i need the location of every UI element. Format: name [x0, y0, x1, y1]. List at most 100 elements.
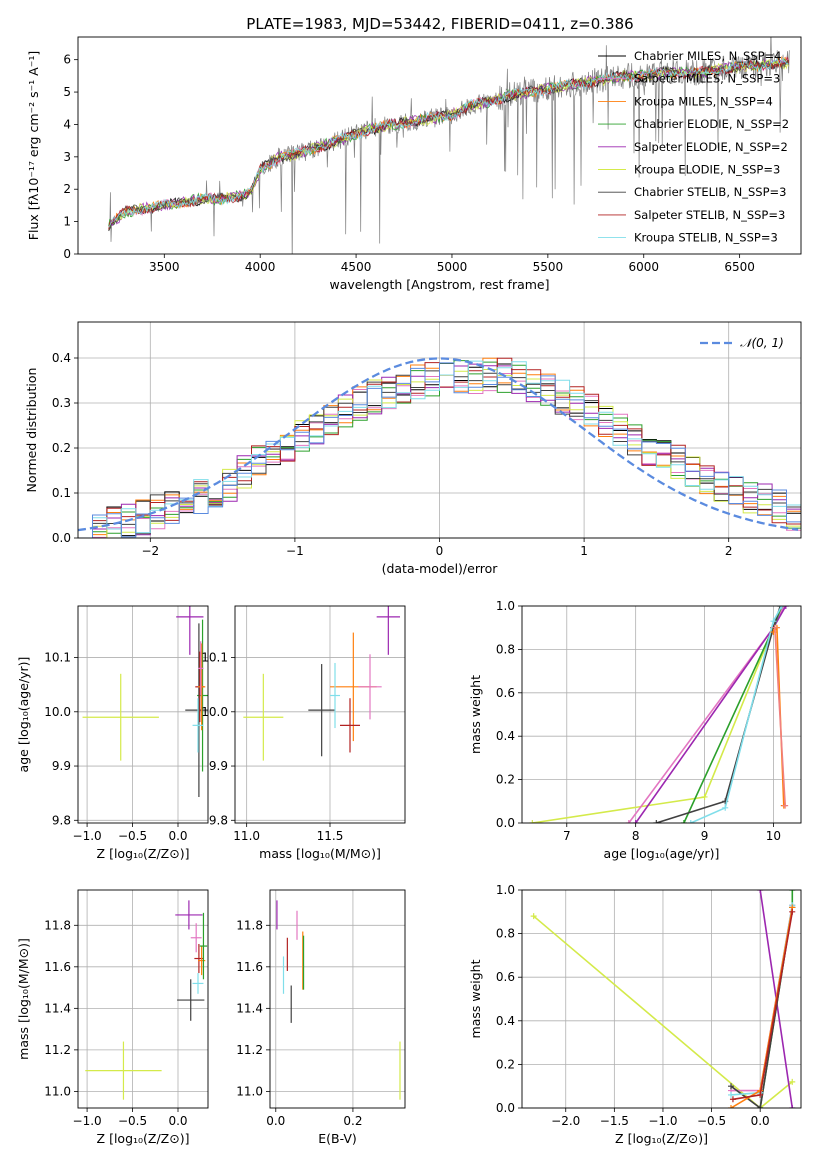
- x-tick-label: 6500: [724, 260, 755, 274]
- plot-cumulative-mass-weight-age: 7 8 9 10 0.0 0.2 0.4 0.6 0.8 1.0 age [log₁₀(age/yr…: [468, 599, 802, 861]
- y-tick-label: 10.1: [44, 651, 71, 665]
- series-marker-0-1: [701, 793, 708, 800]
- model-line-8: [108, 57, 789, 228]
- x-axis-label: wavelength [Angstrom, rest frame]: [329, 277, 549, 292]
- y-tick-label: 9.8: [52, 813, 71, 827]
- x-tick-label: 0.0: [266, 1114, 285, 1128]
- point-5: [198, 643, 206, 731]
- series-line-5: [690, 606, 783, 823]
- y-tick-label: 11.0: [44, 1084, 71, 1098]
- axes-frame: [77, 605, 209, 824]
- series-marker-5-1: [722, 804, 729, 811]
- point-0: [82, 673, 159, 761]
- series-marker-0-0: [530, 913, 537, 920]
- plot-age-vs-Z: −1.0 −0.5 0.0 9.8 9.9 10.0 10.1 Z [log₁₀(Z/Z⊙)]…: [16, 605, 209, 861]
- y-tick-label: 9.8: [209, 813, 228, 827]
- x-tick-label: 6000: [628, 260, 659, 274]
- series-marker-2-2: [782, 606, 789, 609]
- axes-frame: [234, 605, 406, 824]
- x-tick-label: −1.0: [73, 1114, 102, 1128]
- series-marker-7-0: [771, 624, 778, 631]
- series-marker-3-0: [680, 820, 687, 823]
- x-tick-label: −1.5: [600, 1114, 629, 1128]
- y-tick-label: 0.0: [496, 816, 515, 830]
- x-tick-label: 0.2: [343, 1114, 362, 1128]
- x-tick-label: −1.0: [73, 829, 102, 843]
- x-tick-label: 5500: [533, 260, 564, 274]
- x-tick-label: 0.0: [168, 829, 187, 843]
- series-marker-7-1: [782, 802, 789, 809]
- series-marker-1-0: [625, 820, 632, 823]
- point-0: [85, 1041, 162, 1100]
- point-1: [176, 606, 204, 655]
- x-tick-label: 11.0: [233, 829, 260, 843]
- series-marker-7-1: [757, 1091, 764, 1098]
- plot-residual-distribution: −2 −1 0 1 2 0.0 0.1 0.2 0.3 0.4 (data-model)/error…: [24, 321, 802, 576]
- y-tick-label: 6: [63, 53, 71, 67]
- y-tick-label: 9.9: [52, 759, 71, 773]
- x-tick-label: 11.5: [317, 829, 344, 843]
- series-marker-5-0: [687, 820, 694, 823]
- x-tick-label: 4000: [245, 260, 276, 274]
- figure-title: PLATE=1983, MJD=53442, FIBERID=0411, z=0…: [246, 15, 633, 33]
- y-axis-label: mass [log₁₀(M/M⊙)]: [16, 938, 31, 1060]
- y-tick-label: 5: [63, 85, 71, 99]
- x-tick-label: 8: [632, 829, 640, 843]
- y-tick-label: 0.4: [52, 351, 71, 365]
- series-marker-5-3: [778, 606, 785, 609]
- plot-area: [276, 900, 401, 1100]
- point-5: [340, 698, 360, 753]
- y-tick-label: 0.3: [52, 396, 71, 410]
- y-tick-label: 0.8: [496, 927, 515, 941]
- legend-label-6: Chabrier STELIB, N_SSP=3: [634, 185, 786, 199]
- plots-layer: 3500 4000 4500 5000 5500 6000 6500 0 1 2 3 4 5 6 wavel…: [16, 36, 802, 1146]
- axes-frame: [521, 889, 802, 1109]
- x-tick-label: −2: [141, 544, 159, 558]
- plot-area: [108, 37, 790, 254]
- plot-mass-vs-EBV: 0.0 0.2 11.0 11.2 11.4 11.6 11.8 E(B-V): [236, 889, 406, 1146]
- x-tick-label: −1: [286, 544, 304, 558]
- y-tick-label: 11.8: [236, 918, 263, 932]
- x-axis-label: Z [log₁₀(Z/Z⊙)]: [615, 1131, 708, 1146]
- legend-label-2: Kroupa MILES, N_SSP=4: [634, 94, 773, 108]
- y-tick-label: 11.8: [44, 918, 71, 932]
- plot-spectrum: 3500 4000 4500 5000 5500 6000 6500 0 1 2 3 4 5 6 wavel…: [26, 36, 802, 292]
- axes-frame: [77, 321, 802, 539]
- y-axis-label: age [log₁₀(age/yr)]: [16, 657, 31, 773]
- x-tick-label: 3500: [149, 260, 180, 274]
- series-line-6: [772, 625, 785, 806]
- series-line-3: [683, 606, 783, 823]
- y-tick-label: 10.1: [201, 651, 228, 665]
- x-axis-label: mass [log₁₀(M/M⊙)]: [259, 846, 381, 861]
- point-5: [192, 973, 204, 994]
- series-line-0: [532, 606, 784, 823]
- series-line-1: [731, 905, 794, 1092]
- point-3: [185, 623, 208, 797]
- x-tick-label: 0.0: [751, 1114, 770, 1128]
- plot-age-vs-mass: 11.0 11.5 9.8 9.9 10.0 10.1 mass [log₁₀(M/M⊙)]: [201, 605, 406, 861]
- legend-label-5: Kroupa ELODIE, N_SSP=3: [634, 163, 780, 177]
- point-7: [198, 641, 204, 696]
- y-tick-label: 0.4: [496, 1014, 515, 1028]
- legend-label-0: Chabrier MILES, N_SSP=4: [634, 49, 781, 63]
- series-marker-6-0: [728, 1105, 735, 1108]
- x-tick-label: 0: [436, 544, 444, 558]
- point-1: [175, 900, 203, 930]
- x-axis-label: (data-model)/error: [382, 561, 499, 576]
- x-axis-label: age [log₁₀(age/yr)]: [604, 846, 720, 861]
- histogram-step-9: [78, 362, 801, 538]
- y-tick-label: 0: [63, 247, 71, 261]
- x-axis-label: Z [log₁₀(Z/Z⊙)]: [97, 1131, 190, 1146]
- normal-reference-curve: [78, 357, 799, 532]
- series-marker-2-0: [632, 820, 639, 823]
- x-tick-label: −0.5: [697, 1114, 726, 1128]
- series-marker-7-2: [789, 908, 796, 915]
- series-marker-4-0: [728, 1083, 735, 1090]
- y-tick-label: 11.4: [236, 1001, 263, 1015]
- y-tick-label: 0.8: [496, 642, 515, 656]
- y-tick-label: 1.0: [496, 883, 515, 897]
- x-tick-label: −0.5: [118, 1114, 147, 1128]
- y-tick-label: 11.0: [236, 1084, 263, 1098]
- series-marker-0-2: [789, 1078, 796, 1085]
- axes-frame: [269, 889, 406, 1109]
